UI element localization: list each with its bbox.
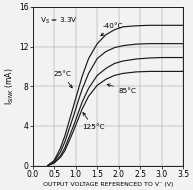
Text: 25°C: 25°C <box>53 71 72 88</box>
Y-axis label: I$_{SINK}$ (mA): I$_{SINK}$ (mA) <box>3 68 16 105</box>
X-axis label: OUTPUT VOLTAGE REFERENCED TO V⁻ (V): OUTPUT VOLTAGE REFERENCED TO V⁻ (V) <box>43 181 173 187</box>
Text: 85°C: 85°C <box>107 84 137 94</box>
Text: -40°C: -40°C <box>101 23 123 36</box>
Text: V$_S$ = 3.3V: V$_S$ = 3.3V <box>40 16 78 26</box>
Text: 125°C: 125°C <box>82 112 105 130</box>
